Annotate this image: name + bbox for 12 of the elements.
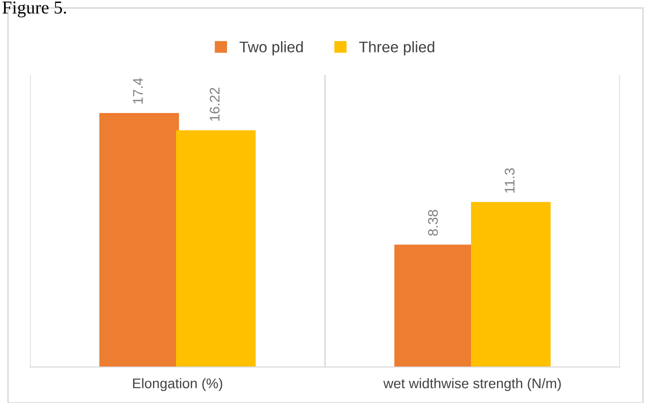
data-label: 17.4	[133, 78, 143, 104]
x-tick-label: Elongation (%)	[133, 378, 222, 392]
x-tick-label: wet widthwise strength (N/m)	[383, 378, 561, 392]
data-label: 11.3	[504, 168, 515, 193]
legend-label: Three plied	[359, 41, 434, 56]
legend-label: Two plied	[240, 41, 303, 56]
bar	[176, 130, 256, 367]
caption: Figure 5.	[2, 2, 66, 18]
data-label: 8.38	[428, 210, 438, 236]
bar	[99, 112, 179, 367]
data-label: 16.22	[210, 88, 220, 121]
bar	[471, 202, 551, 367]
